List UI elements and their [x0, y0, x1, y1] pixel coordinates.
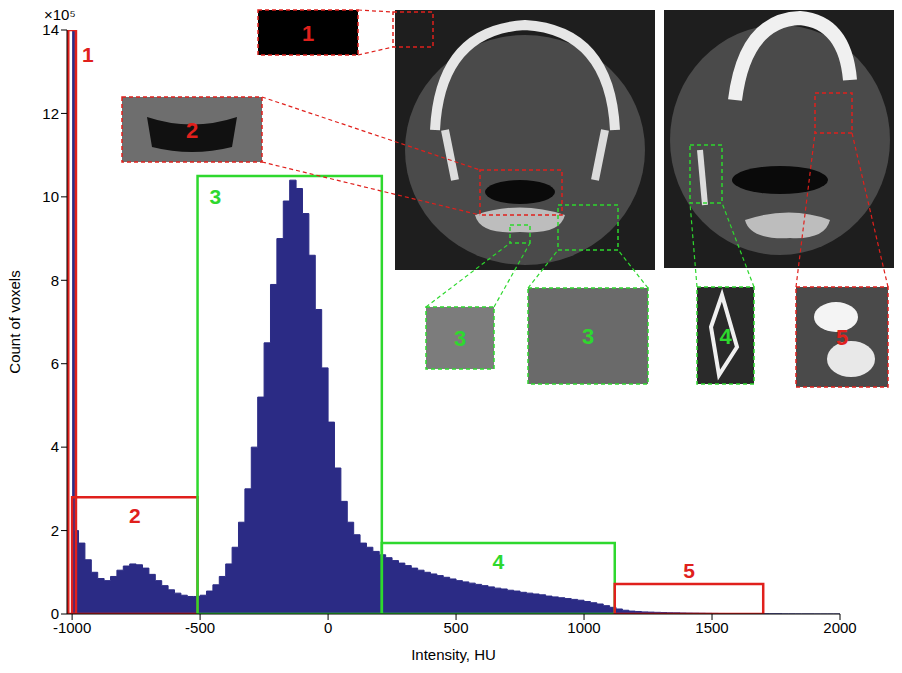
svg-text:2: 2	[51, 522, 59, 539]
svg-text:5: 5	[683, 559, 695, 582]
svg-text:1500: 1500	[695, 619, 728, 636]
svg-text:Count of voxels: Count of voxels	[6, 270, 23, 373]
svg-text:500: 500	[444, 619, 469, 636]
svg-text:12: 12	[42, 105, 59, 122]
svg-text:3: 3	[454, 326, 466, 351]
svg-text:2: 2	[129, 504, 141, 527]
svg-text:8: 8	[51, 272, 59, 289]
svg-text:4: 4	[492, 550, 504, 573]
svg-text:2000: 2000	[823, 619, 856, 636]
svg-text:10: 10	[42, 188, 59, 205]
svg-text:6: 6	[51, 355, 59, 372]
svg-text:2: 2	[186, 118, 198, 143]
svg-text:1: 1	[82, 43, 94, 66]
svg-text:0: 0	[324, 619, 332, 636]
svg-text:3: 3	[210, 185, 222, 208]
svg-text:Intensity, HU: Intensity, HU	[411, 646, 496, 663]
svg-text:5: 5	[836, 325, 848, 350]
svg-text:14: 14	[42, 21, 59, 38]
svg-text:1: 1	[302, 21, 314, 46]
svg-text:3: 3	[582, 324, 594, 349]
svg-text:4: 4	[719, 324, 732, 349]
svg-text:0: 0	[51, 605, 59, 622]
svg-text:-500: -500	[185, 619, 215, 636]
svg-text:×10⁵: ×10⁵	[44, 6, 76, 23]
svg-text:4: 4	[51, 438, 59, 455]
svg-text:-1000: -1000	[52, 618, 92, 636]
svg-text:1000: 1000	[567, 619, 600, 636]
